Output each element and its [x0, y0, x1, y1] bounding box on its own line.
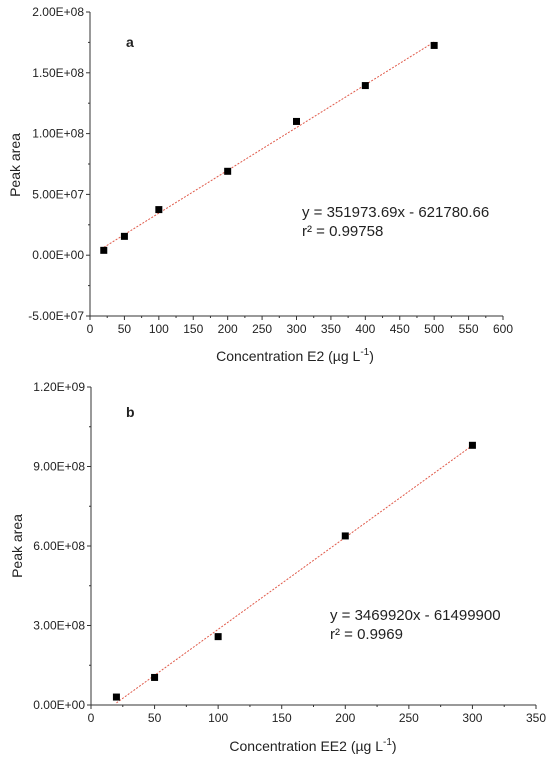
panel-a-x-tick-label: 100 [149, 322, 169, 336]
panel-a-x-tick-label: 450 [390, 322, 410, 336]
panel-a-x-tick-label: 300 [286, 322, 306, 336]
panel-a-x-tick-label: 150 [183, 322, 203, 336]
panel-a-letter: a [126, 34, 134, 50]
panel-b-plot-area: 0 50 100 150 200 250 300 350 0.00E+00 3.00E+08 6.0… [33, 380, 546, 725]
panel-a-data-point [224, 167, 232, 175]
panel-a-data-point [120, 232, 128, 240]
panel-b-x-tick-label: 200 [335, 711, 355, 725]
panel-a-data-point [361, 82, 369, 90]
panel-a-y-tick-label: 1.00E+08 [32, 127, 84, 141]
panel-b-y-axis-title: Peak area [9, 514, 25, 578]
panel-b-x-tick-label: 50 [148, 711, 162, 725]
panel-a-y-tick-label: 0.00E+00 [32, 248, 84, 262]
panel-a-x-tick-label: 0 [87, 322, 94, 336]
panel-b-r-squared: r² = 0.9969 [330, 626, 403, 643]
panel-a-x-tick-label: 500 [424, 322, 444, 336]
chart-panel-a: a Peak area Concentration E2 (µg L-1) y … [7, 5, 513, 364]
panel-a-x-tick-label: 250 [252, 322, 272, 336]
panel-a-y-tick-label: 2.00E+08 [32, 5, 84, 19]
panel-a-x-tick-label: 600 [493, 322, 513, 336]
panel-b-letter: b [126, 404, 135, 420]
panel-a-y-tick-label: -5.00E+07 [28, 309, 84, 323]
panel-a-x-axis-title: Concentration E2 (µg L-1) [216, 347, 374, 364]
panel-b-x-tick-label: 0 [88, 711, 95, 725]
panel-a-y-tick-label: 1.50E+08 [32, 66, 84, 80]
panel-b-y-tick-label: 9.00E+08 [33, 460, 85, 474]
panel-b-y-tick-label: 6.00E+08 [33, 539, 85, 553]
panel-b-x-tick-label: 150 [272, 711, 292, 725]
panel-b-x-tick-label: 250 [399, 711, 419, 725]
panel-a-fit-equation: y = 351973.69x - 621780.66 [302, 204, 489, 221]
panel-b-data-point [214, 633, 222, 641]
panel-b-y-tick-label: 1.20E+09 [33, 380, 85, 394]
panel-a-data-point [155, 206, 163, 214]
panel-a-x-tick-label: 200 [218, 322, 238, 336]
panel-a-fit-line [103, 41, 435, 248]
panel-b-fit-line [116, 445, 473, 704]
panel-b-x-tick-label: 300 [462, 711, 482, 725]
panel-a-data-point [100, 246, 108, 254]
panel-b-y-tick-label: 3.00E+08 [33, 619, 85, 633]
panel-a-y-tick-label: 5.00E+07 [32, 187, 84, 201]
panel-a-x-tick-label: 400 [355, 322, 375, 336]
panel-b-data-point [341, 532, 349, 540]
panel-a-x-tick-label: 350 [321, 322, 341, 336]
chart-panel-b: b Peak area Concentration EE2 (µg L-1) y… [9, 380, 546, 754]
panel-a-x-tick-label: 50 [118, 322, 132, 336]
panel-b-x-axis-title: Concentration EE2 (µg L-1) [229, 737, 396, 754]
panel-b-y-tick-label: 0.00E+00 [33, 698, 85, 712]
panel-a-x-tick-label: 550 [459, 322, 479, 336]
panel-a-data-point [430, 41, 438, 49]
panel-b-x-tick-label: 100 [208, 711, 228, 725]
panel-a-y-axis-title: Peak area [7, 133, 23, 197]
panel-b-data-point [151, 673, 159, 681]
panel-b-fit-equation: y = 3469920x - 61499900 [330, 607, 501, 624]
panel-a-r-squared: r² = 0.99758 [302, 223, 383, 240]
panel-a-plot-area: 0 50 100 150 200 250 300 350 400 450 500 550 600 -5.0… [28, 5, 513, 336]
panel-b-data-point [112, 693, 120, 701]
panel-a-data-point [293, 117, 300, 125]
panel-b-data-point [468, 441, 476, 449]
panel-b-x-tick-label: 350 [526, 711, 546, 725]
